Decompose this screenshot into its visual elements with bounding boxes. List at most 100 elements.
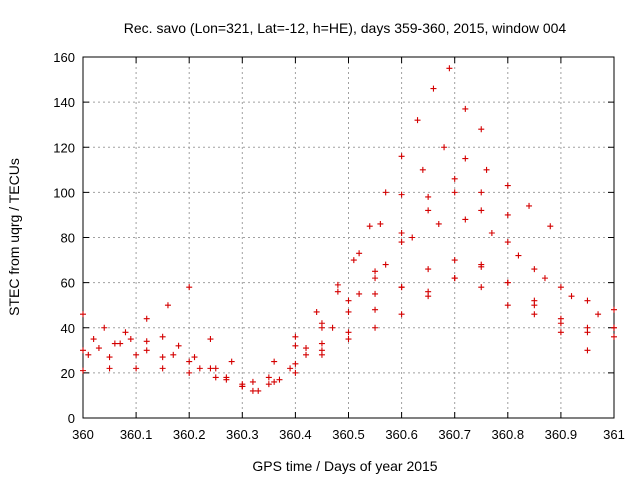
- y-tick-label: 100: [53, 185, 75, 200]
- series-arc-b: [80, 144, 554, 385]
- data-point: [382, 261, 389, 268]
- data-point: [483, 166, 490, 173]
- data-point: [414, 117, 421, 124]
- y-tick-label: 80: [61, 231, 75, 246]
- y-tick-label: 160: [53, 50, 75, 65]
- data-point: [435, 220, 442, 227]
- data-point: [515, 252, 522, 259]
- data-point: [430, 85, 437, 92]
- data-point: [611, 333, 617, 340]
- data-point: [271, 378, 278, 385]
- data-point: [127, 336, 134, 343]
- data-point: [143, 315, 150, 322]
- series-arc-h: [372, 275, 617, 354]
- data-point: [345, 297, 352, 304]
- x-tick-label: 360.8: [492, 427, 525, 442]
- data-point: [207, 336, 214, 343]
- data-point: [398, 229, 405, 236]
- data-point: [451, 257, 458, 264]
- data-point: [478, 284, 485, 291]
- y-tick-label: 40: [61, 321, 75, 336]
- series-arc-g: [292, 175, 511, 349]
- data-point: [313, 308, 320, 315]
- x-tick-label: 360.2: [173, 427, 206, 442]
- data-point: [334, 288, 341, 295]
- data-point: [526, 202, 533, 209]
- data-point: [478, 126, 485, 133]
- data-point: [611, 306, 617, 313]
- data-point: [425, 266, 432, 273]
- data-point: [557, 284, 564, 291]
- series-arc-e: [90, 216, 602, 394]
- data-point: [249, 387, 256, 394]
- data-point: [122, 329, 129, 336]
- data-point: [504, 239, 511, 246]
- data-point: [377, 220, 384, 227]
- y-tick-label: 60: [61, 276, 75, 291]
- data-point: [541, 275, 548, 282]
- data-point: [207, 365, 214, 372]
- data-point: [382, 189, 389, 196]
- data-point: [584, 347, 591, 354]
- data-point: [441, 144, 448, 151]
- x-tick-label: 360.7: [438, 427, 471, 442]
- data-point: [504, 302, 511, 309]
- data-point: [419, 166, 426, 173]
- data-point: [531, 302, 538, 309]
- y-tick-label: 140: [53, 95, 75, 110]
- data-point: [478, 189, 485, 196]
- y-axis-label: STEC from uqrg / TECUs: [6, 158, 22, 316]
- data-point: [292, 333, 299, 340]
- data-point: [398, 191, 405, 198]
- data-point: [287, 365, 294, 372]
- data-point: [531, 266, 538, 273]
- data-point: [101, 324, 108, 331]
- data-point: [106, 365, 113, 372]
- data-point: [478, 207, 485, 214]
- data-point: [85, 351, 92, 358]
- data-point: [303, 351, 310, 358]
- data-point: [398, 284, 405, 291]
- data-point: [212, 374, 219, 381]
- data-point: [292, 369, 299, 376]
- data-point: [557, 329, 564, 336]
- data-point: [478, 261, 485, 268]
- data-point: [249, 378, 256, 385]
- data-point: [372, 306, 379, 313]
- data-point: [80, 367, 86, 374]
- x-tick-label: 360: [72, 427, 94, 442]
- data-point: [186, 369, 193, 376]
- data-point: [80, 311, 86, 318]
- data-point: [356, 250, 363, 257]
- data-point: [372, 268, 379, 275]
- data-point: [303, 345, 310, 352]
- data-points: [80, 65, 617, 394]
- x-tick-label: 360.4: [279, 427, 312, 442]
- data-point: [292, 342, 299, 349]
- data-point: [446, 65, 453, 72]
- data-point: [196, 365, 203, 372]
- data-point: [425, 207, 432, 214]
- x-tick-label: 360.9: [545, 427, 578, 442]
- data-point: [372, 275, 379, 282]
- y-tick-label: 20: [61, 366, 75, 381]
- x-tick-label: 360.1: [120, 427, 153, 442]
- data-point: [186, 358, 193, 365]
- data-point: [271, 358, 278, 365]
- data-point: [451, 275, 458, 282]
- data-point: [584, 297, 591, 304]
- data-point: [276, 376, 283, 383]
- data-point: [106, 354, 113, 361]
- data-point: [117, 340, 124, 347]
- data-point: [80, 347, 86, 354]
- data-point: [462, 216, 469, 223]
- data-point: [318, 340, 325, 347]
- data-point: [611, 324, 617, 331]
- data-point: [531, 311, 538, 318]
- data-point: [159, 354, 166, 361]
- data-point: [265, 381, 272, 388]
- series-arc-f: [318, 261, 617, 354]
- data-point: [504, 279, 511, 286]
- data-point: [462, 105, 469, 112]
